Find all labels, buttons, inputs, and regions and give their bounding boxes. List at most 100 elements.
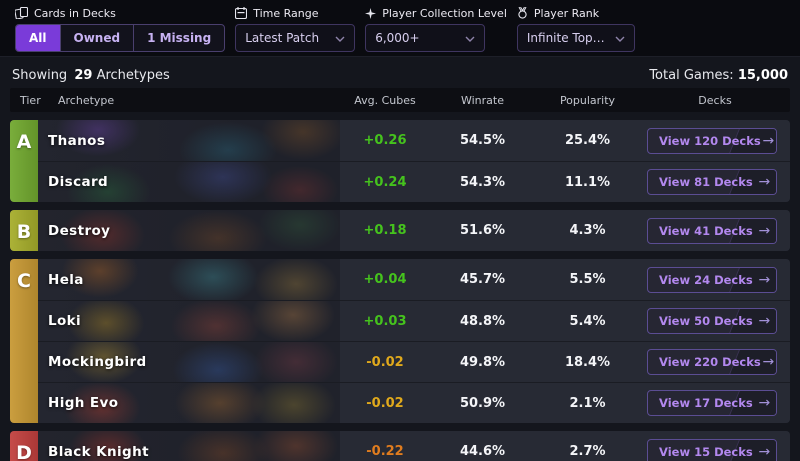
table-row: Black Knight -0.22 44.6% 2.7% View 15 De… <box>38 431 790 461</box>
tier-badge-a: A <box>10 120 38 202</box>
filter-owned-button[interactable]: Owned <box>59 25 134 51</box>
view-decks-label: View 81 Decks <box>659 175 753 189</box>
view-decks-button[interactable]: View 50 Decks → <box>647 308 777 334</box>
avg-cubes-value: -0.22 <box>366 444 404 459</box>
winrate-value: 51.6% <box>459 223 506 238</box>
popularity-value: 25.4% <box>564 133 611 148</box>
row-stats: +0.04 45.7% 5.5% View 24 Decks → <box>340 259 790 300</box>
header-tier: Tier <box>20 93 41 107</box>
calendar-icon <box>235 7 248 19</box>
popularity-value: 2.7% <box>569 444 606 459</box>
view-decks-button[interactable]: View 41 Decks → <box>647 217 777 244</box>
avg-cubes-value: -0.02 <box>366 354 404 370</box>
header-popularity: Popularity <box>559 93 616 107</box>
archetype-name: Mockingbird <box>48 354 147 370</box>
avg-cubes-value: +0.18 <box>363 223 407 238</box>
avg-cubes-value: +0.04 <box>363 272 407 287</box>
player-rank-label: Player Rank <box>517 5 635 21</box>
view-decks-label: View 120 Decks <box>659 133 761 148</box>
cards-in-decks-segment: All Owned 1 Missing <box>15 24 226 52</box>
table-row: Thanos +0.26 54.5% 25.4% View 120 Decks … <box>38 120 790 161</box>
time-range-label: Time Range <box>235 5 355 21</box>
tier-group-d: D Black Knight -0.22 44.6% 2.7% View 15 … <box>10 431 790 461</box>
header-winrate: Winrate <box>460 93 504 107</box>
avg-cubes-value: +0.03 <box>363 313 407 329</box>
winrate-value: 54.5% <box>459 133 506 148</box>
table-row: Loki +0.03 48.8% 5.4% View 50 Decks → <box>38 300 790 341</box>
tier-badge-c: C <box>10 259 38 423</box>
cards-in-decks-filter: Cards in Decks All Owned 1 Missing <box>15 5 226 52</box>
arrow-right-icon: → <box>758 271 771 288</box>
tier-badge-b: B <box>10 210 38 251</box>
archetype-table: Tier Archetype Avg. Cubes Winrate Popula… <box>10 88 790 461</box>
archetype-art: Loki <box>38 301 340 341</box>
player-rank-value: Infinite Top 10% (2,800) <box>526 31 607 45</box>
arrow-right-icon: → <box>758 395 771 411</box>
arrow-right-icon: → <box>762 132 775 149</box>
total-games-value: 15,000 <box>737 68 788 83</box>
filter-all-button[interactable]: All <box>16 25 60 51</box>
view-decks-label: View 41 Decks <box>659 223 753 238</box>
tier-group-c: C Hela +0.04 45.7% 5.5% View 24 Decks → <box>10 259 790 423</box>
cards-icon <box>15 7 28 19</box>
chevron-down-icon <box>465 31 475 45</box>
winrate-value: 45.7% <box>459 272 506 287</box>
view-decks-label: View 17 Decks <box>659 396 753 410</box>
tier-badge-d: D <box>10 431 38 461</box>
plus-icon <box>365 7 377 19</box>
winrate-value: 54.3% <box>459 174 506 190</box>
arrow-right-icon: → <box>758 174 771 190</box>
row-stats: +0.24 54.3% 11.1% View 81 Decks → <box>340 162 790 202</box>
tier-group-b: B Destroy +0.18 51.6% 4.3% View 41 Decks… <box>10 210 790 251</box>
row-stats: -0.02 50.9% 2.1% View 17 Decks → <box>340 383 790 423</box>
view-decks-button[interactable]: View 81 Decks → <box>647 169 777 195</box>
archetype-art: Mockingbird <box>38 342 340 382</box>
arrow-right-icon: → <box>762 354 775 370</box>
tier-group-a: A Thanos +0.26 54.5% 25.4% View 120 Deck… <box>10 120 790 202</box>
archetype-name: Thanos <box>48 132 106 149</box>
cards-in-decks-label: Cards in Decks <box>15 5 225 21</box>
archetype-art: Destroy <box>38 210 340 251</box>
popularity-value: 18.4% <box>564 354 611 370</box>
archetype-art: Thanos <box>38 120 340 161</box>
player-rank-filter: Player Rank Infinite Top 10% (2,800) <box>516 5 635 52</box>
player-rank-select[interactable]: Infinite Top 10% (2,800) <box>516 24 635 52</box>
filter-1-missing-button[interactable]: 1 Missing <box>133 25 224 51</box>
player-rank-label-text: Player Rank <box>533 6 600 20</box>
archetype-art: High Evo <box>38 383 340 423</box>
table-row: Hela +0.04 45.7% 5.5% View 24 Decks → <box>38 259 790 300</box>
archetype-count: 29 <box>74 68 93 83</box>
row-stats: +0.26 54.5% 25.4% View 120 Decks → <box>340 120 790 161</box>
archetype-name: Hela <box>48 271 84 288</box>
view-decks-button[interactable]: View 120 Decks → <box>647 127 777 154</box>
header-archetype: Archetype <box>58 93 115 107</box>
collection-level-label: Player Collection Level <box>365 5 507 21</box>
view-decks-label: View 50 Decks <box>659 314 753 328</box>
view-decks-label: View 220 Decks <box>659 355 761 369</box>
view-decks-button[interactable]: View 17 Decks → <box>647 390 777 416</box>
archetype-art: Black Knight <box>38 431 340 461</box>
cards-in-decks-label-text: Cards in Decks <box>34 6 116 20</box>
medal-icon <box>517 7 528 19</box>
view-decks-label: View 24 Decks <box>659 272 753 287</box>
view-decks-button[interactable]: View 15 Decks → <box>647 438 777 461</box>
row-stats: -0.02 49.8% 18.4% View 220 Decks → <box>340 342 790 382</box>
chevron-down-icon <box>615 31 625 45</box>
row-stats: -0.22 44.6% 2.7% View 15 Decks → <box>340 431 790 461</box>
time-range-value: Latest Patch <box>245 31 320 45</box>
view-decks-button[interactable]: View 24 Decks → <box>647 266 777 293</box>
total-games-label: Total Games: <box>649 68 734 83</box>
avg-cubes-value: +0.24 <box>363 174 407 190</box>
showing-suffix: Archetypes <box>96 68 170 83</box>
filter-bar: Cards in Decks All Owned 1 Missing Time … <box>0 0 800 57</box>
archetype-name: Discard <box>48 174 109 190</box>
collection-level-select[interactable]: 6,000+ <box>365 24 486 52</box>
archetype-name: Loki <box>48 313 82 329</box>
header-avg-cubes: Avg. Cubes <box>354 93 416 107</box>
view-decks-button[interactable]: View 220 Decks → <box>647 349 777 375</box>
archetype-art: Hela <box>38 259 340 300</box>
table-row: Discard +0.24 54.3% 11.1% View 81 Decks … <box>38 161 790 202</box>
time-range-select[interactable]: Latest Patch <box>235 24 356 52</box>
table-row: Destroy +0.18 51.6% 4.3% View 41 Decks → <box>38 210 790 251</box>
winrate-value: 48.8% <box>459 313 506 329</box>
